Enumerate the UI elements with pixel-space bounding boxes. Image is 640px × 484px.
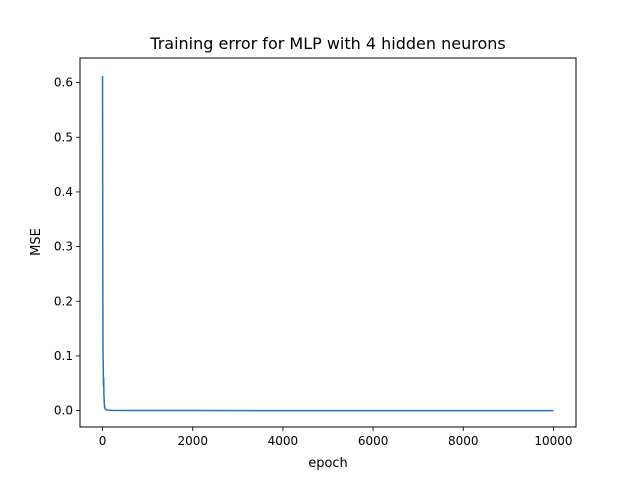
x-tick-label: 10000 — [534, 434, 572, 448]
y-tick-label: 0.0 — [54, 404, 73, 418]
chart-title: Training error for MLP with 4 hidden neu… — [149, 34, 505, 53]
y-tick-label: 0.6 — [54, 76, 73, 90]
series-layer — [101, 76, 554, 412]
plot-background — [80, 58, 576, 427]
x-tick-label: 2000 — [177, 434, 208, 448]
y-axis: 0.0 0.1 0.2 0.3 0.4 0.5 0.6 — [54, 76, 80, 418]
x-tick-label: 4000 — [268, 434, 299, 448]
series-line — [101, 76, 554, 412]
y-tick-label: 0.2 — [54, 294, 73, 308]
y-tick-label: 0.5 — [54, 130, 73, 144]
plot-frame — [79, 57, 577, 428]
x-tick-label: 8000 — [448, 434, 479, 448]
x-axis-label: epoch — [308, 456, 348, 471]
y-tick-label: 0.4 — [54, 185, 73, 199]
y-tick-label: 0.1 — [54, 349, 73, 363]
x-axis: 0 2000 4000 6000 8000 10000 — [99, 427, 573, 448]
x-tick-label: 6000 — [358, 434, 389, 448]
x-tick-label: 0 — [99, 434, 107, 448]
plot-area — [79, 57, 577, 428]
y-axis-label: MSE — [29, 228, 44, 256]
y-tick-label: 0.3 — [54, 240, 73, 254]
